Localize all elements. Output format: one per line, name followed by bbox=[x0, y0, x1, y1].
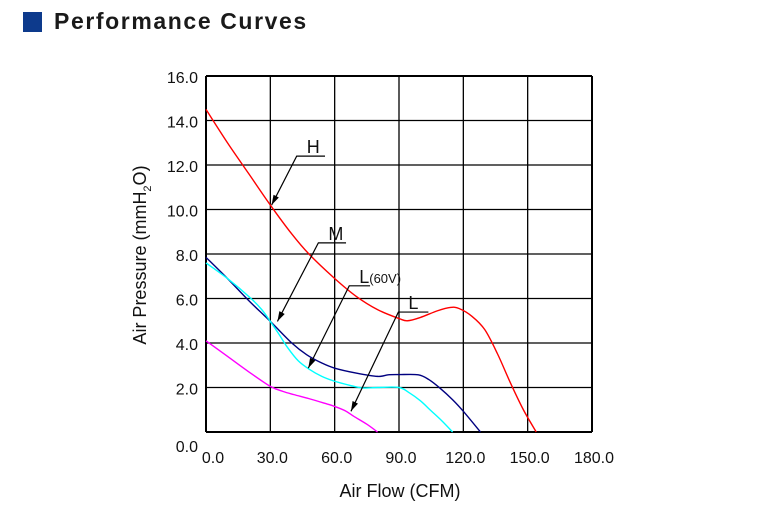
curve-m bbox=[205, 256, 482, 433]
y-tick-label: 0.0 bbox=[176, 439, 198, 456]
annotation-label: M bbox=[328, 224, 343, 244]
arrowhead-icon bbox=[271, 194, 279, 206]
y-tick-label: 8.0 bbox=[176, 248, 198, 265]
y-tick-label: 2.0 bbox=[176, 382, 198, 399]
y-tick-label: 16.0 bbox=[167, 70, 198, 87]
curve-l-60v bbox=[205, 262, 454, 433]
x-tick-label: 180.0 bbox=[574, 450, 614, 467]
y-axis-label-main: Air Pressure (mmH bbox=[130, 192, 150, 345]
arrowhead-icon bbox=[350, 400, 358, 412]
section-header: Performance Curves bbox=[23, 8, 308, 35]
annotation-label: H bbox=[307, 137, 320, 157]
y-axis-label: Air Pressure (mmH2O) bbox=[130, 165, 154, 344]
tick-labels: 0.0 30.0 60.0 90.0 120.0 150.0 180.0 0.0 2.0 4.0 6… bbox=[167, 70, 614, 467]
x-tick-label: 120.0 bbox=[445, 450, 485, 467]
annotation-label: L(60V) bbox=[359, 267, 401, 287]
annotations: H M L(60V) L bbox=[271, 137, 429, 412]
y-tick-label: 10.0 bbox=[167, 204, 198, 221]
y-tick-label: 12.0 bbox=[167, 159, 198, 176]
grid bbox=[205, 75, 593, 433]
y-axis-label-end: O) bbox=[130, 165, 150, 185]
x-tick-label: 0.0 bbox=[202, 450, 224, 467]
annotation-label-suffix: (60V) bbox=[369, 271, 401, 286]
page-title: Performance Curves bbox=[54, 8, 308, 34]
curve-h bbox=[205, 108, 537, 433]
annotation-label: L bbox=[408, 293, 418, 313]
annotation-leader-line bbox=[276, 242, 347, 322]
y-tick-label: 14.0 bbox=[167, 115, 198, 132]
annotation-leader-line bbox=[271, 155, 326, 206]
x-tick-label: 150.0 bbox=[510, 450, 550, 467]
y-tick-label: 6.0 bbox=[176, 293, 198, 310]
y-tick-label: 4.0 bbox=[176, 337, 198, 354]
x-tick-label: 60.0 bbox=[321, 450, 352, 467]
arrowhead-icon bbox=[308, 357, 316, 369]
arrowhead-icon bbox=[277, 311, 285, 322]
annotation-leader-line bbox=[307, 285, 371, 369]
x-tick-label: 90.0 bbox=[385, 450, 416, 467]
y-axis-label-sub: 2 bbox=[142, 185, 154, 191]
x-axis-label: Air Flow (CFM) bbox=[340, 481, 461, 501]
curves bbox=[205, 108, 537, 433]
annotation-leader-line bbox=[350, 311, 429, 412]
title-square-icon bbox=[23, 11, 42, 32]
curve-l bbox=[205, 340, 378, 433]
x-tick-label: 30.0 bbox=[257, 450, 288, 467]
